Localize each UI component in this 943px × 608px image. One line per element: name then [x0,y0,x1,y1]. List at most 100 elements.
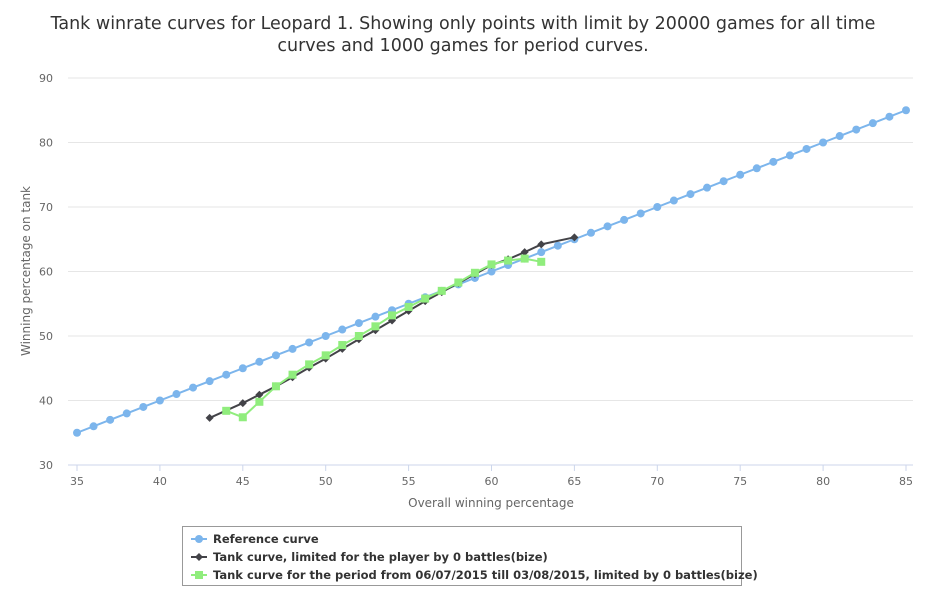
series-2-point-10 [388,311,397,320]
series-0 [73,106,910,437]
y-tick-label-80: 80 [39,137,53,150]
series-0-point-42 [769,157,778,166]
legend-label-0: Reference curve [213,532,319,546]
x-tick-label-50: 50 [319,475,333,488]
series-2-point-4 [288,370,297,379]
y-tick-label-90: 90 [39,72,53,85]
series-0-point-18 [371,312,380,321]
series-2-point-19 [537,257,546,266]
y-tick-label-40: 40 [39,395,53,408]
series-0-point-17 [354,319,363,328]
series-0-point-1 [89,422,98,431]
series-0-point-2 [106,415,115,424]
series-0-point-15 [321,332,330,340]
series-1-point-18 [520,248,529,257]
legend-symbol-marker-1 [195,553,203,561]
series-2-point-3 [271,382,280,391]
series-0-point-25 [487,267,496,276]
series-0-point-40 [736,170,745,179]
legend-symbol-marker-0 [195,535,203,543]
legend-label-1: Tank curve, limited for the player by 0 … [213,550,548,564]
y-axis-label: Winning percentage on tank [19,186,33,356]
series-2-point-16 [487,260,496,269]
x-tick-label-60: 60 [485,475,499,488]
series-0-point-8 [205,377,214,386]
y-tick-label-60: 60 [39,266,53,279]
series-1-point-2 [255,390,264,399]
series-0-point-45 [819,138,828,147]
series-1-point-0 [205,413,214,422]
series-0-point-7 [189,383,198,392]
x-axis-ticks: 35 40 45 50 55 60 65 70 75 80 85 [70,465,913,488]
series-0-point-3 [122,409,131,418]
x-tick-label-75: 75 [733,475,747,488]
series-0-point-39 [719,177,728,186]
y-axis-ticks: 30 40 50 60 70 80 90 [39,72,53,472]
series-0-point-37 [686,190,695,199]
series-2-point-13 [437,286,446,295]
x-tick-label-85: 85 [899,475,913,488]
x-axis-label: Overall winning percentage [408,496,574,510]
series-2-point-11 [404,302,413,311]
series-0-point-16 [338,325,347,334]
series-2-point-17 [504,256,513,265]
legend-label-2: Tank curve for the period from 06/07/201… [213,568,758,582]
series-2-point-15 [470,268,479,277]
series-0-point-10 [238,364,247,373]
series-2-point-5 [305,360,314,369]
series-0-point-36 [669,196,678,205]
series-0-point-48 [868,119,877,128]
series-0-point-44 [802,144,811,153]
grid-lines [68,77,913,401]
series-2-point-9 [371,322,380,331]
x-tick-label-65: 65 [567,475,581,488]
series-2-point-14 [454,278,463,287]
x-tick-label-55: 55 [402,475,416,488]
series-0-point-35 [653,203,662,211]
y-tick-label-30: 30 [39,459,53,472]
series-2-point-7 [338,341,347,350]
series-2-point-2 [255,397,264,406]
series-0-point-49 [885,112,894,121]
y-tick-label-70: 70 [39,201,53,214]
series-0-point-41 [752,164,761,173]
series-1-point-19 [537,240,546,249]
series-0-point-46 [835,132,844,141]
series-0-point-33 [620,215,629,224]
series-2-point-12 [421,294,430,303]
x-tick-label-35: 35 [70,475,84,488]
series-0-point-50 [902,106,910,115]
series-2-point-1 [238,413,247,422]
series-2 [222,254,546,422]
x-tick-label-40: 40 [153,475,167,488]
series-0-point-28 [537,248,546,257]
series-0-point-29 [553,241,562,250]
y-tick-label-50: 50 [39,330,53,343]
x-tick-label-70: 70 [650,475,664,488]
series-2-point-18 [520,254,529,263]
legend-items: Reference curve Tank curve, limited for t… [191,532,758,582]
series-0-point-38 [703,183,712,192]
series-0-point-31 [586,228,595,237]
legend-item-1: Tank curve, limited for the player by 0 … [191,550,548,564]
series-0-point-0 [73,428,81,437]
legend-item-2: Tank curve for the period from 06/07/201… [191,568,758,582]
series-2-point-6 [321,351,330,360]
chart-title-line-1: Tank winrate curves for Leopard 1. Showi… [50,14,876,34]
series-0-point-9 [222,370,231,379]
legend-symbol-marker-2 [195,571,203,579]
series-2-line [225,257,542,419]
series-0-point-14 [305,338,314,347]
series-group [73,106,910,437]
series-0-point-43 [785,151,794,160]
chart-title-line-2: curves and 1000 games for period curves. [277,36,648,56]
series-0-point-12 [271,351,280,360]
series-2-point-0 [222,406,231,415]
x-tick-label-80: 80 [816,475,830,488]
series-0-point-47 [852,125,861,134]
series-0-point-4 [139,402,148,411]
series-1-line [209,236,575,419]
legend: Reference curve Tank curve, limited for t… [182,526,758,586]
series-0-point-5 [155,396,164,405]
